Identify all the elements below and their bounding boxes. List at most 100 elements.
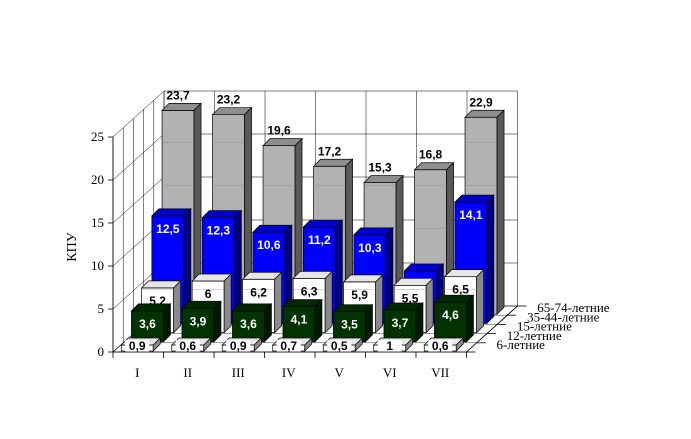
bar-side (264, 302, 272, 343)
data-label: 0,7 (280, 339, 297, 353)
data-label: 16,8 (419, 148, 443, 162)
bar-side (304, 337, 313, 352)
data-label-bg (226, 340, 251, 352)
data-label: 23,2 (217, 93, 241, 107)
x-tick-label: III (232, 365, 245, 380)
y-tick-label: 0 (98, 344, 105, 359)
data-label-bg (327, 340, 352, 352)
data-label-bg (428, 340, 453, 352)
bar-side (163, 302, 171, 343)
bar-side (466, 294, 474, 343)
bar-side (223, 273, 232, 334)
data-label: 5,9 (351, 288, 368, 302)
x-tick-label: VII (431, 365, 449, 380)
data-label: 19,6 (267, 124, 291, 138)
bar-side (324, 270, 333, 334)
bar: 3,7 (383, 302, 424, 343)
x-tick-label: I (135, 365, 139, 380)
data-label: 3,7 (392, 316, 409, 330)
bar-front (282, 306, 316, 343)
data-label: 0,9 (129, 339, 146, 353)
data-label: 6,2 (250, 285, 267, 299)
bar-side (173, 280, 181, 334)
data-label: 10,6 (257, 238, 281, 252)
chart-bars: 23,7 23,219,617,215,316,822,912,5 12,310,6… (120, 88, 505, 353)
bar-side (203, 337, 212, 352)
x-tick-label: VI (383, 365, 397, 380)
bar: 3,6 (231, 302, 273, 343)
data-label: 12,5 (156, 222, 180, 236)
bar-front (131, 310, 164, 343)
data-label-bg (125, 340, 150, 352)
bar-side (496, 109, 505, 316)
data-label: 17,2 (318, 144, 342, 158)
y-tick-label: 20 (91, 172, 104, 187)
bar-side (425, 277, 434, 334)
side-wall-gridline (112, 176, 165, 224)
data-label: 3,6 (139, 317, 156, 331)
data-label: 6,3 (301, 284, 318, 298)
bar: 3,6 (130, 302, 172, 343)
bar: 3,5 (332, 303, 374, 343)
bar-side (375, 274, 383, 334)
bar-side (455, 337, 464, 352)
data-label: 22,9 (469, 95, 493, 109)
y-tick-label: 15 (91, 215, 104, 230)
bar: 0,7 (271, 337, 313, 353)
side-wall-gridline (112, 90, 165, 138)
data-label: 0,6 (432, 339, 449, 353)
bar: 3,9 (181, 300, 222, 343)
bar-side (486, 194, 495, 325)
x-tick-label: II (183, 365, 192, 380)
data-label: 12,3 (207, 224, 231, 238)
bar-front (333, 311, 366, 343)
bar-side (213, 300, 222, 343)
data-label: 11,2 (308, 233, 331, 247)
y-tick-label: 5 (98, 301, 105, 316)
data-label: 6 (205, 287, 212, 301)
data-label: 6,5 (452, 283, 469, 297)
data-label: 5,5 (402, 291, 419, 305)
bar-side (314, 298, 323, 343)
data-label: 23,7 (166, 88, 190, 102)
legend-label: 6-летние (497, 337, 546, 352)
depth-axis (466, 305, 518, 353)
bar-side (415, 302, 424, 343)
y-tick-label: 10 (91, 258, 104, 273)
x-tick-label: IV (282, 365, 296, 380)
data-label: 0,9 (230, 339, 247, 353)
bar-front (232, 310, 265, 343)
legend-label: 35-44-летние (527, 309, 600, 324)
data-label: 4,1 (291, 313, 308, 327)
y-tick-label: 25 (91, 129, 104, 144)
data-label: 3,6 (240, 317, 257, 331)
bar: 0,6 (170, 337, 212, 353)
data-label: 0,5 (331, 339, 348, 353)
bar: 4,6 (433, 294, 475, 343)
bar-side (152, 337, 161, 352)
data-label: 3,9 (190, 314, 207, 328)
bar: 4,1 (282, 298, 323, 343)
data-label: 1 (386, 339, 393, 353)
data-label: 4,6 (442, 308, 459, 322)
bar-side (476, 268, 484, 334)
y-axis-label: КПУ (65, 232, 80, 261)
data-label: 3,5 (341, 318, 358, 332)
data-label: 10,3 (358, 241, 382, 255)
data-label: 15,3 (368, 161, 392, 175)
bar: 0,9 (120, 337, 162, 353)
bar-side (253, 337, 262, 352)
data-label-bg (175, 340, 200, 352)
side-wall-gridline (112, 133, 165, 181)
legend-label: 65-74-летние (537, 300, 610, 315)
bar-front (434, 301, 467, 343)
legend-label: 15-летние (517, 319, 572, 334)
legend-label: 12-летние (507, 328, 562, 343)
bar: 1 (372, 337, 414, 353)
bar-front (181, 307, 215, 343)
bar-side (365, 303, 373, 343)
data-label: 14,1 (459, 208, 483, 222)
data-label: 0,6 (179, 339, 196, 353)
